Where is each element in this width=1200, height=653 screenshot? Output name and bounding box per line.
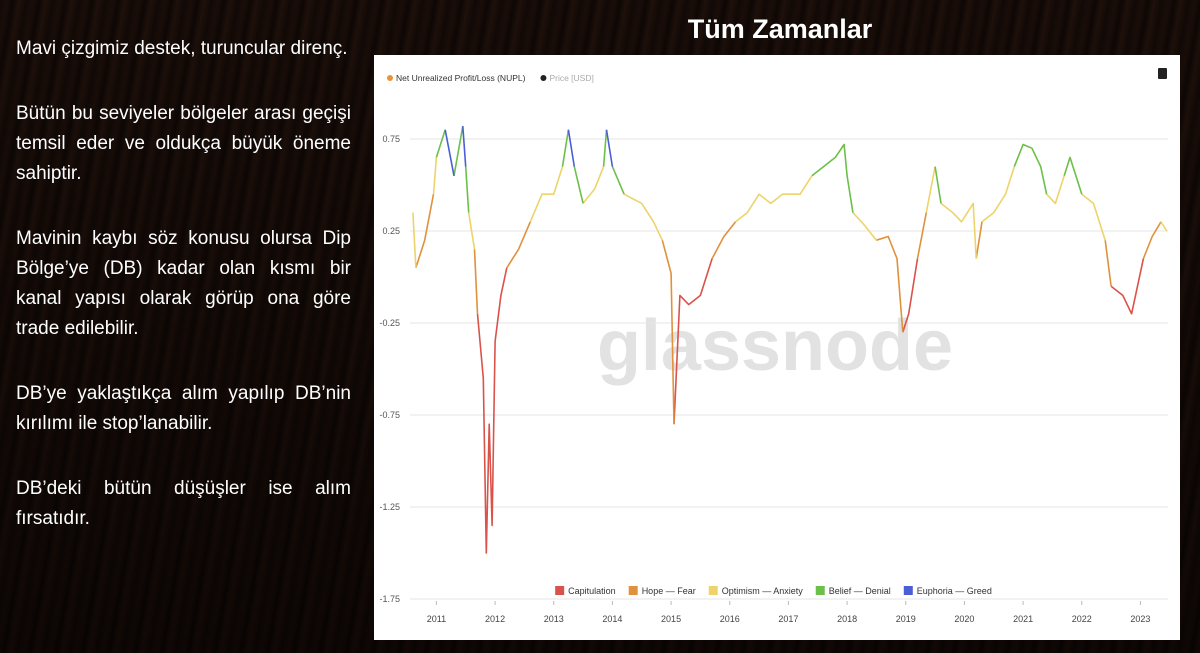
paragraph: DB’deki bütün düşüşler ise alım fırsatıd… <box>16 478 351 529</box>
x-tick-label: 2017 <box>778 614 798 624</box>
legend-swatch <box>903 586 913 595</box>
legend-label: Net Unrealized Profit/Loss (NUPL) <box>396 73 526 83</box>
legend-swatch <box>815 586 825 595</box>
legend-swatch <box>628 586 638 595</box>
legend-label: Euphoria — Greed <box>917 586 992 596</box>
x-tick-label: 2011 <box>427 614 446 624</box>
legend-label: Price [USD] <box>549 73 593 83</box>
x-tick-label: 2012 <box>485 614 505 624</box>
nupl-line <box>415 194 1162 425</box>
slide-title: Tüm Zamanlar <box>687 14 873 44</box>
nupl-line <box>412 157 1168 268</box>
y-tick-label: -1.75 <box>379 594 400 604</box>
camera-icon[interactable] <box>1158 68 1167 79</box>
legend-dot <box>387 75 393 81</box>
legend-label: Hope — Fear <box>642 586 696 596</box>
legend-swatch <box>555 586 565 595</box>
x-tick-label: 2023 <box>1130 614 1150 624</box>
y-tick-label: -0.75 <box>379 410 400 420</box>
x-tick-label: 2019 <box>896 614 916 624</box>
paragraph: Bütün bu seviyeler bölgeler arası geçişi… <box>16 103 351 184</box>
nupl-line <box>444 126 614 176</box>
y-tick-label: 0.75 <box>382 134 400 144</box>
x-tick-label: 2015 <box>661 614 681 624</box>
x-tick-label: 2016 <box>720 614 740 624</box>
legend-label: Optimism — Anxiety <box>722 586 804 596</box>
x-tick-label: 2013 <box>544 614 564 624</box>
x-tick-label: 2018 <box>837 614 857 624</box>
legend-dot <box>540 75 547 81</box>
x-tick-label: 2021 <box>1013 614 1033 624</box>
x-tick-label: 2022 <box>1072 614 1092 624</box>
paragraph: Mavi çizgimiz destek, turuncular direnç. <box>16 38 348 59</box>
text-column: Mavi çizgimiz destek, turuncular direnç.… <box>16 34 351 569</box>
paragraph: Mavinin kaybı söz konusu olursa Dip Bölg… <box>16 228 351 339</box>
chart-panel <box>374 55 1180 640</box>
legend-swatch <box>708 586 718 595</box>
y-tick-label: 0.25 <box>382 226 400 236</box>
legend-label: Capitulation <box>568 586 616 596</box>
y-tick-label: -1.25 <box>379 502 400 512</box>
nupl-line <box>476 258 1145 554</box>
watermark: glassnode <box>597 306 953 386</box>
paragraph: DB’ye yaklaştıkça alım yapılıp DB’nin kı… <box>16 383 351 434</box>
legend-label: Belief — Denial <box>829 586 891 596</box>
nupl-line <box>435 125 1083 213</box>
y-tick-label: -0.25 <box>379 318 400 328</box>
x-tick-label: 2014 <box>602 614 622 624</box>
x-tick-label: 2020 <box>954 614 974 624</box>
